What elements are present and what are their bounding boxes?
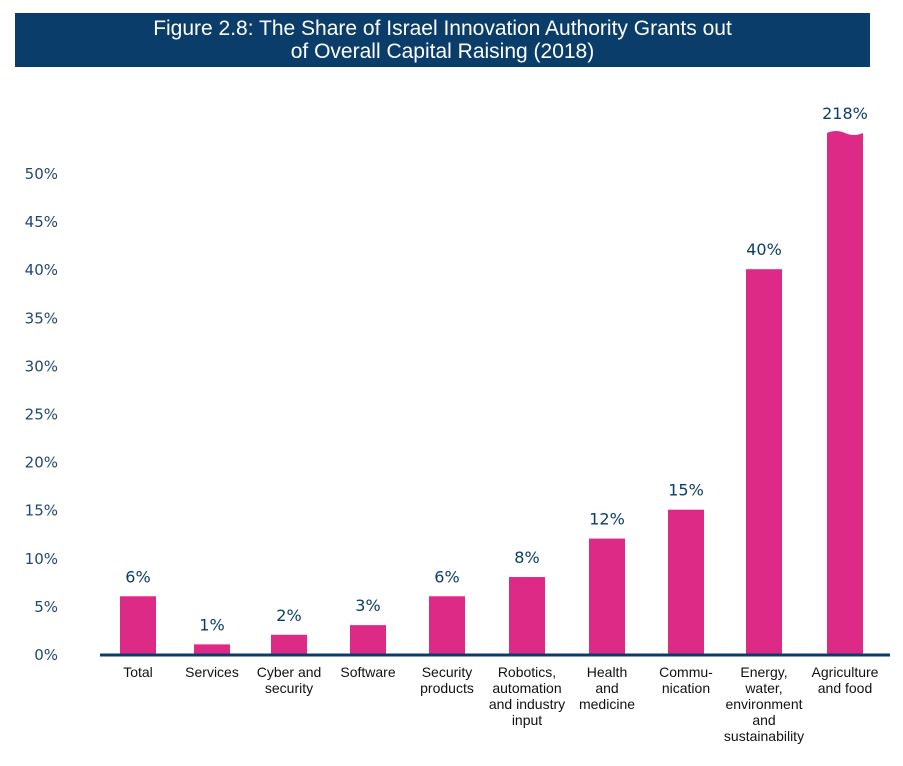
x-tick-label: Robotics, automation and industry input [489, 664, 565, 728]
data-label: 6% [434, 567, 459, 586]
data-label: 40% [746, 240, 782, 259]
data-labels: 6% 1% 2% 3% 6% 8% 12% 15% 40% 218% [125, 104, 868, 634]
x-tick-label: Software [340, 664, 395, 680]
bar [589, 538, 625, 654]
bars [120, 131, 863, 654]
x-tick-label: Agriculture and food [812, 664, 879, 696]
y-tick-label: 35% [25, 309, 58, 327]
x-tick-label: Services [185, 664, 239, 680]
x-tick-label: Commu-nication [659, 664, 713, 696]
y-tick-label: 40% [25, 261, 58, 279]
y-tick-label: 15% [25, 502, 58, 520]
x-tick-label: Energy, water, environment and sustainabilit… [724, 664, 804, 744]
x-tick-label: Cyber and security [257, 664, 322, 696]
x-axis-labels: Total Services Cyber and security Software Se… [123, 664, 878, 744]
y-tick-label: 30% [25, 357, 58, 375]
bar [429, 596, 465, 654]
data-label: 6% [125, 567, 150, 586]
y-tick-label: 10% [25, 550, 58, 568]
bar [509, 577, 545, 654]
y-tick-label: 0% [34, 646, 58, 664]
x-tick-label: Total [123, 664, 153, 680]
bar [668, 509, 704, 654]
chart-title-line-2: of Overall Capital Raising (2018) [290, 40, 595, 63]
chart-title-banner: Figure 2.8: The Share of Israel Innovati… [15, 13, 870, 67]
bar [194, 644, 230, 654]
bar [271, 634, 307, 654]
y-axis: 0% 5% 10% 15% 20% 25% 30% 35% 40% 45% 50% [25, 165, 58, 664]
data-label: 8% [514, 548, 539, 567]
bar [350, 625, 386, 654]
bar [120, 596, 156, 654]
bar-truncated [827, 131, 863, 654]
data-label: 12% [589, 510, 625, 529]
data-label: 218% [822, 104, 868, 123]
data-label: 15% [668, 481, 704, 500]
data-label: 3% [355, 596, 380, 615]
x-tick-label: Security products [420, 664, 474, 696]
y-tick-label: 50% [25, 165, 58, 183]
y-tick-label: 20% [25, 454, 58, 472]
x-tick-label: Health and medicine [579, 664, 635, 712]
chart-title-line-1: Figure 2.8: The Share of Israel Innovati… [153, 17, 732, 40]
y-tick-label: 45% [25, 213, 58, 231]
data-label: 2% [276, 606, 301, 625]
y-tick-label: 5% [34, 598, 58, 616]
bar [746, 269, 782, 654]
data-label: 1% [199, 615, 224, 634]
y-tick-label: 25% [25, 406, 58, 424]
